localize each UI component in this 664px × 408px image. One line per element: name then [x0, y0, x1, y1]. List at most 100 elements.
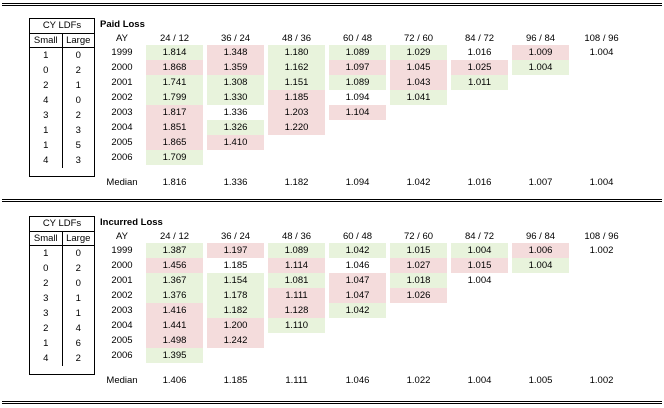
ldf-cell: 1.330 [207, 90, 264, 105]
ldf-cell: 1.018 [390, 273, 447, 288]
bottom-rule [2, 401, 662, 404]
median-value: 1.007 [528, 177, 553, 188]
ldf-cell: 1.045 [390, 60, 447, 75]
accident-year: 2004 [111, 122, 133, 133]
ldf-cell: 1.348 [207, 45, 264, 60]
accident-year: 2003 [111, 107, 133, 118]
accident-year: 2005 [111, 137, 133, 148]
ldf-cell: 1.089 [268, 243, 325, 258]
ldf-cell: 1.180 [268, 45, 325, 60]
cy-ldfs-title: CY LDFs [30, 217, 94, 232]
ldf-cell: 1.498 [146, 333, 203, 348]
median-value: 1.111 [285, 375, 308, 386]
cy-small-value: 4 [30, 153, 63, 168]
table-row: 1999 1.387 1.197 1.089 1.042 1.015 1.004 1.006 1… [98, 243, 634, 258]
accident-year: 2005 [111, 335, 133, 346]
cy-small-value: 2 [30, 321, 63, 336]
ldf-cell: 1.308 [207, 75, 264, 90]
median-value: 1.005 [528, 375, 553, 386]
cy-small-value: 1 [30, 246, 63, 261]
median-row: Median 1.816 1.336 1.182 1.094 1.042 1.016 1.00… [98, 176, 634, 190]
median-value: 1.182 [284, 177, 309, 188]
cy-header-small: Small [30, 34, 63, 47]
table-row: 2005 1.498 1.242 [98, 333, 634, 348]
cy-large-value: 2 [75, 353, 81, 364]
ldf-triangle-table: AY 24 / 12 36 / 24 48 / 36 60 / 48 72 / 60 84 … [98, 32, 634, 165]
cy-large-value: 3 [75, 125, 81, 136]
cy-small-value: 1 [30, 138, 63, 153]
column-header: 96 / 84 [525, 231, 556, 242]
table-row: 2001 1.741 1.308 1.151 1.089 1.043 1.011 [98, 75, 634, 90]
column-header: 24 / 12 [159, 231, 190, 242]
ldf-cell: 1.336 [223, 107, 248, 118]
median-label: Median [106, 375, 138, 386]
ldf-cell: 1.016 [467, 47, 492, 58]
ldf-cell: 1.114 [268, 258, 325, 273]
ldf-cell: 1.326 [207, 120, 264, 135]
cy-large-value: 5 [75, 140, 81, 151]
ldf-cell: 1.242 [207, 333, 264, 348]
ldf-cell: 1.200 [207, 318, 264, 333]
cy-small-value: 3 [30, 291, 63, 306]
ldf-cell: 1.416 [146, 303, 203, 318]
cy-small-value: 1 [30, 48, 63, 63]
ldf-cell: 1.006 [512, 243, 569, 258]
ldf-cell: 1.376 [146, 288, 203, 303]
cy-small-value: 0 [30, 63, 63, 78]
ldf-cell: 1.814 [146, 45, 203, 60]
table-row: 2003 1.416 1.182 1.128 1.042 [98, 303, 634, 318]
cy-small-value: 1 [30, 123, 63, 138]
table-row: 2004 1.851 1.326 1.220 [98, 120, 634, 135]
table-row: 2002 1.799 1.330 1.185 1.094 1.041 [98, 90, 634, 105]
accident-year: 2000 [111, 260, 133, 271]
table-row: 2001 1.367 1.154 1.081 1.047 1.018 1.004 [98, 273, 634, 288]
ldf-cell: 1.042 [329, 303, 386, 318]
column-header: 84 / 72 [464, 33, 495, 44]
cy-ldfs-spacer [30, 168, 94, 176]
cy-small-value: 3 [30, 306, 63, 321]
ldf-cell: 1.009 [512, 45, 569, 60]
ldf-cell: 1.387 [146, 243, 203, 258]
cy-ldfs-header: Small Large [30, 34, 94, 48]
ldf-cell: 1.456 [146, 258, 203, 273]
accident-year: 2000 [111, 62, 133, 73]
table-row: 2006 1.709 [98, 150, 634, 165]
table-row: 2000 1.868 1.359 1.162 1.097 1.045 1.025 1.004 [98, 60, 634, 75]
median-value: 1.406 [162, 375, 187, 386]
cy-small-value: 2 [30, 276, 63, 291]
accident-year: 2004 [111, 320, 133, 331]
accident-year: 1999 [111, 245, 133, 256]
ldf-cell: 1.089 [329, 45, 386, 60]
accident-year: 2006 [111, 152, 133, 163]
cy-ldfs-box: CY LDFs Small Large 1 0 0 2 2 0 3 1 3 1 2 4 1 6 4 2 [29, 216, 95, 375]
table-row: 2005 1.865 1.410 [98, 135, 634, 150]
ldf-cell: 1.111 [268, 288, 325, 303]
table-row: 2004 1.441 1.200 1.110 [98, 318, 634, 333]
ldf-cell: 1.799 [146, 90, 203, 105]
ldf-cell: 1.110 [268, 318, 325, 333]
ldf-cell: 1.441 [146, 318, 203, 333]
column-header: 72 / 60 [403, 33, 434, 44]
cy-large-value: 0 [75, 50, 81, 61]
ldf-cell: 1.047 [329, 273, 386, 288]
column-header: 96 / 84 [525, 33, 556, 44]
cy-large-value: 2 [75, 110, 81, 121]
top-rule [2, 3, 662, 6]
column-header: 24 / 12 [159, 33, 190, 44]
median-row: Median 1.406 1.185 1.111 1.046 1.022 1.004 1.00… [98, 374, 634, 388]
median-value: 1.004 [589, 177, 614, 188]
ldf-cell: 1.741 [146, 75, 203, 90]
ldf-cell: 1.151 [268, 75, 325, 90]
ldf-cell: 1.004 [451, 243, 508, 258]
ldf-cell: 1.026 [390, 288, 447, 303]
ldf-cell: 1.089 [329, 75, 386, 90]
column-header: 60 / 48 [342, 33, 373, 44]
